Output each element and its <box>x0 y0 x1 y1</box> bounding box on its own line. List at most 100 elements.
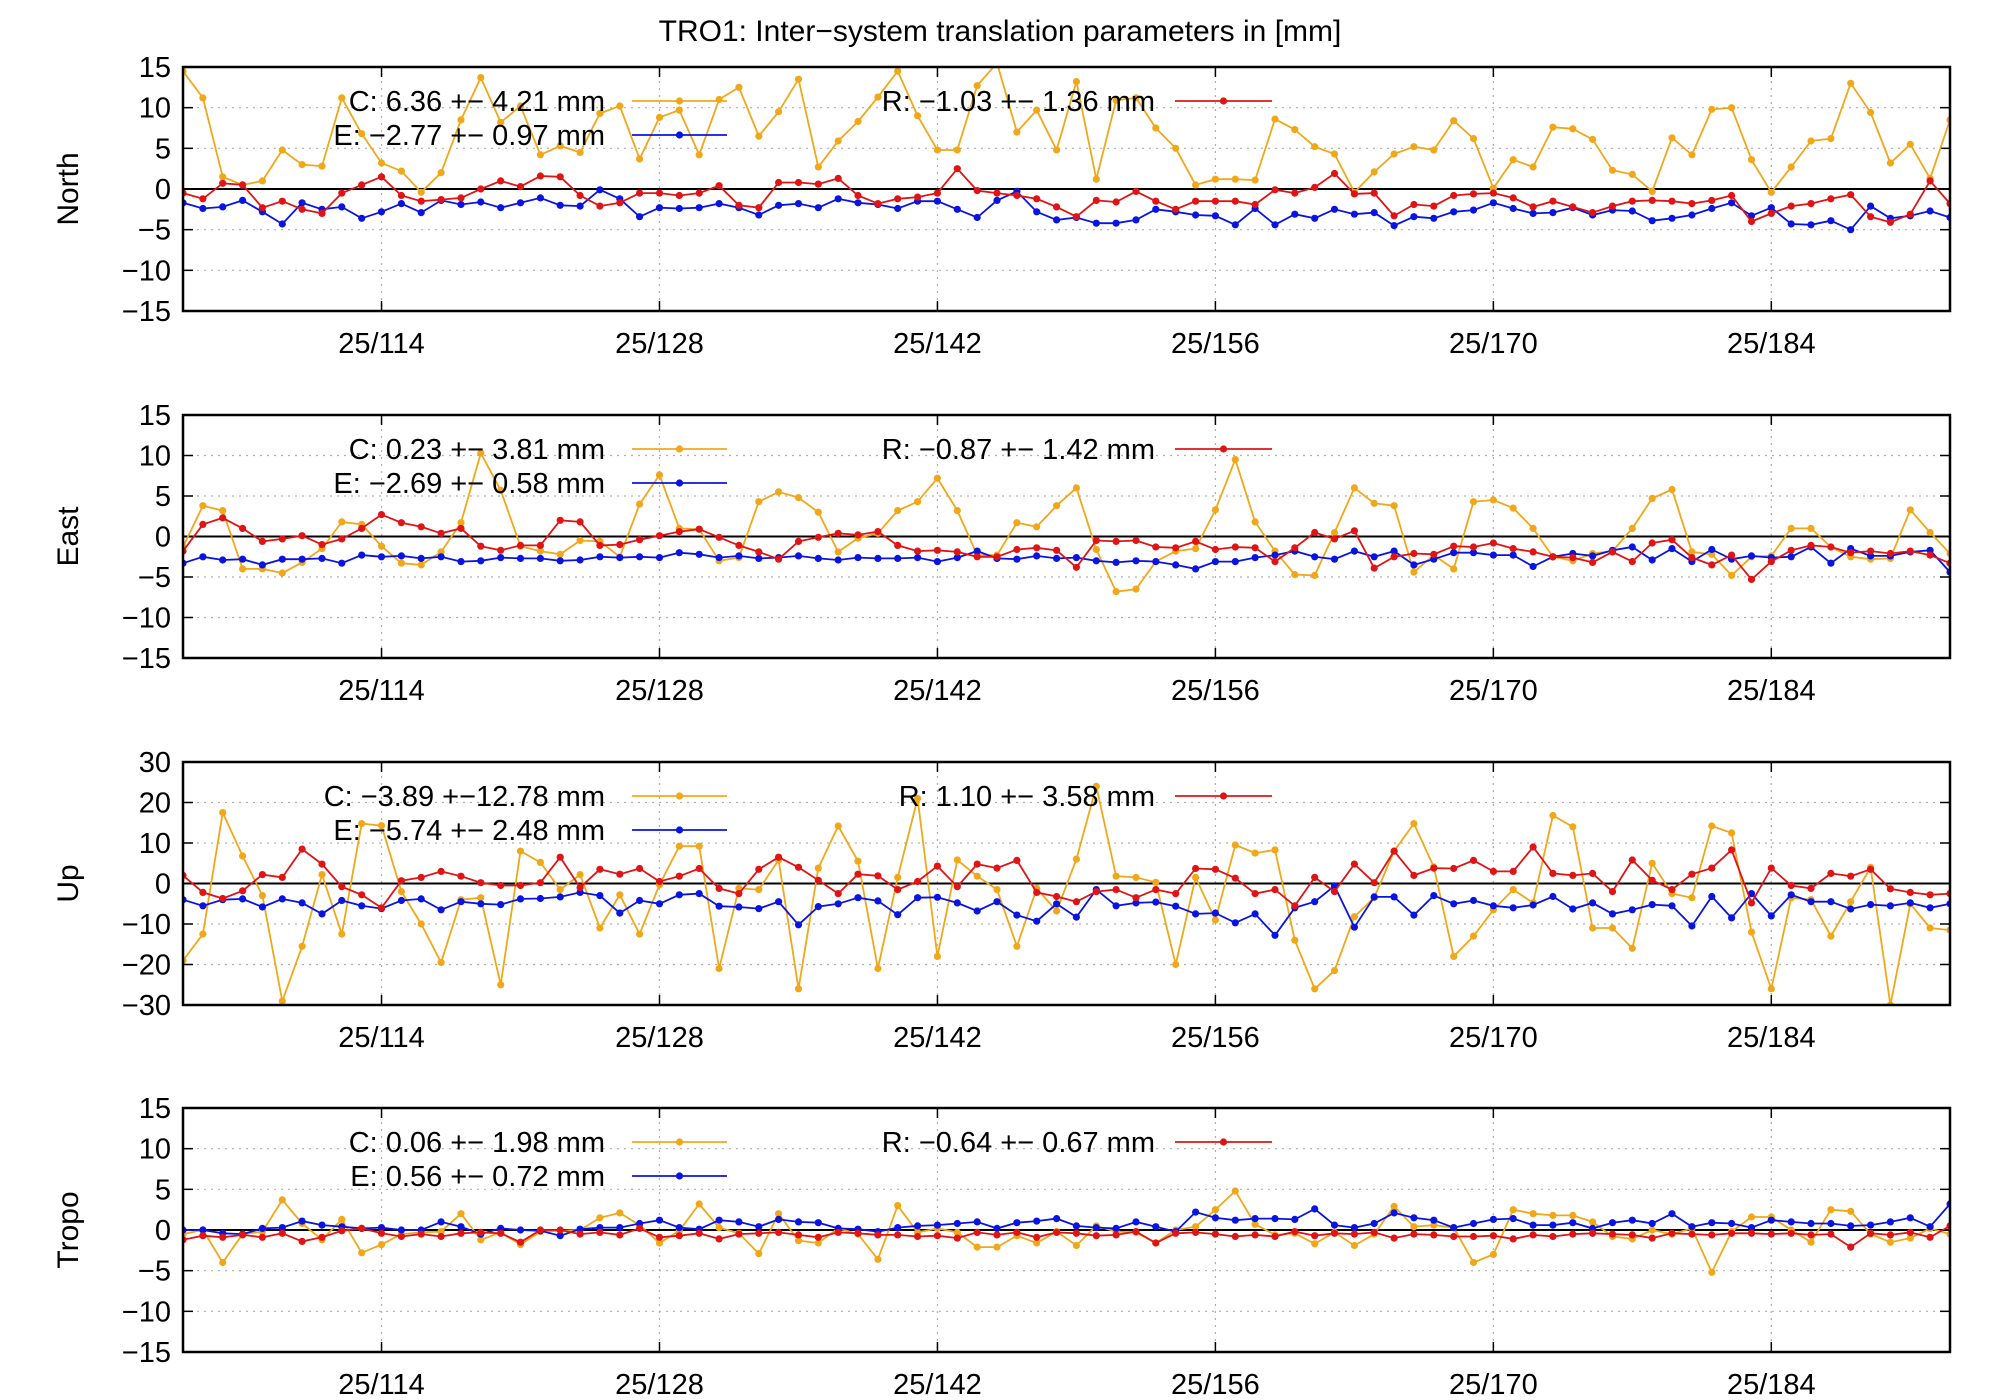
series-layer <box>183 782 1950 1005</box>
data-point-C <box>1370 499 1378 507</box>
data-point-C <box>556 142 564 150</box>
data-point-C <box>1271 846 1279 854</box>
data-point-R <box>953 883 961 891</box>
data-point-C <box>457 519 465 527</box>
data-point-C <box>1430 146 1438 154</box>
data-point-R <box>616 199 624 207</box>
data-point-C <box>477 74 485 82</box>
data-point-E <box>1628 207 1636 215</box>
data-point-C <box>1589 924 1597 932</box>
data-point-E <box>1390 893 1398 901</box>
data-point-E <box>993 196 1001 204</box>
panel-tropo: 25/114 25/128 25/142 25/156 25/170 25/184 −15 −… <box>52 1093 1952 1400</box>
data-point-R <box>556 516 564 524</box>
data-point-E <box>1410 1214 1418 1222</box>
data-point-E <box>1906 1214 1914 1222</box>
data-point-R <box>1668 536 1676 544</box>
data-point-C <box>1529 524 1537 533</box>
data-point-C <box>1092 545 1100 554</box>
data-point-R <box>437 867 445 876</box>
legend-label-E: E: 0.56 +− 0.72 mm <box>350 1161 605 1193</box>
data-point-E <box>993 1224 1001 1232</box>
data-point-R <box>834 529 842 537</box>
data-point-E <box>556 1232 564 1240</box>
data-point-C <box>675 842 683 850</box>
data-point-E <box>1350 923 1358 931</box>
data-point-C <box>457 116 465 124</box>
data-point-R <box>1092 888 1100 896</box>
data-point-E <box>1529 1221 1537 1229</box>
data-point-R <box>576 518 584 526</box>
data-point-E <box>1827 559 1835 567</box>
data-point-E <box>1668 1210 1676 1218</box>
data-point-C <box>377 1241 386 1249</box>
data-point-E <box>1092 557 1100 565</box>
data-point-E <box>1350 547 1358 555</box>
data-point-R <box>1390 847 1398 855</box>
data-point-R <box>953 1234 961 1242</box>
series-layer <box>183 449 1993 596</box>
data-point-R <box>1410 549 1418 558</box>
data-point-E <box>675 891 683 899</box>
data-point-C <box>358 1249 366 1257</box>
data-point-E <box>278 895 286 903</box>
data-point-R <box>437 529 445 537</box>
data-point-E <box>1092 219 1100 227</box>
data-point-R <box>933 862 942 870</box>
data-point-C <box>457 1210 465 1218</box>
data-point-R <box>397 877 405 885</box>
data-point-E <box>616 909 624 917</box>
data-point-E <box>1132 557 1140 565</box>
data-point-E <box>1152 1223 1160 1231</box>
y-tick-label: 0 <box>155 174 171 206</box>
data-point-C <box>278 997 286 1005</box>
plot-frame <box>181 65 1952 313</box>
data-point-R <box>457 194 465 202</box>
data-point-E <box>1589 899 1597 907</box>
data-point-E <box>1330 1221 1339 1229</box>
data-point-E <box>1648 1219 1656 1228</box>
data-point-C <box>655 113 664 121</box>
panel-east: 25/114 25/128 25/142 25/156 25/170 25/184 −15 −… <box>52 400 1993 707</box>
data-point-R <box>239 1231 247 1239</box>
data-point-C <box>953 507 961 515</box>
data-point-C <box>477 1236 485 1244</box>
legend-label-R: R: 1.10 +− 3.58 mm <box>899 781 1155 813</box>
data-point-C <box>973 82 981 90</box>
data-point-R <box>1033 544 1041 552</box>
data-point-C <box>1469 932 1478 940</box>
data-point-R <box>358 181 366 189</box>
data-point-E <box>1271 1215 1279 1223</box>
data-point-E <box>338 559 346 567</box>
data-point-C <box>834 137 842 145</box>
data-point-C <box>1569 1211 1577 1219</box>
x-tick-label: 25/184 <box>1727 675 1816 707</box>
data-point-R <box>874 1231 882 1239</box>
legend-label-C: C: 0.23 +− 3.81 mm <box>349 434 605 466</box>
data-point-E <box>1608 1219 1617 1227</box>
data-point-C <box>655 1239 664 1247</box>
data-point-C <box>914 498 922 506</box>
data-point-C <box>993 886 1001 894</box>
data-point-R <box>338 535 346 543</box>
data-point-E <box>1152 205 1160 213</box>
data-point-C <box>1033 106 1041 114</box>
data-point-R <box>1827 869 1835 878</box>
data-point-R <box>794 537 803 546</box>
data-point-C <box>1311 571 1319 580</box>
data-point-E <box>1192 910 1200 918</box>
data-point-E <box>1787 553 1795 561</box>
data-point-E <box>616 1224 624 1232</box>
data-point-E <box>1053 900 1061 908</box>
data-point-E <box>933 197 942 205</box>
series-line-E <box>183 884 1950 937</box>
data-point-E <box>1390 547 1398 555</box>
legend-label-R: R: −1.03 +− 1.36 mm <box>882 86 1155 118</box>
data-point-R <box>675 528 683 536</box>
data-point-C <box>1986 584 1993 591</box>
data-point-C <box>576 148 584 156</box>
data-point-R <box>1291 902 1299 910</box>
data-point-R <box>1827 543 1835 551</box>
data-point-R <box>1132 894 1140 902</box>
data-point-R <box>695 1229 703 1237</box>
